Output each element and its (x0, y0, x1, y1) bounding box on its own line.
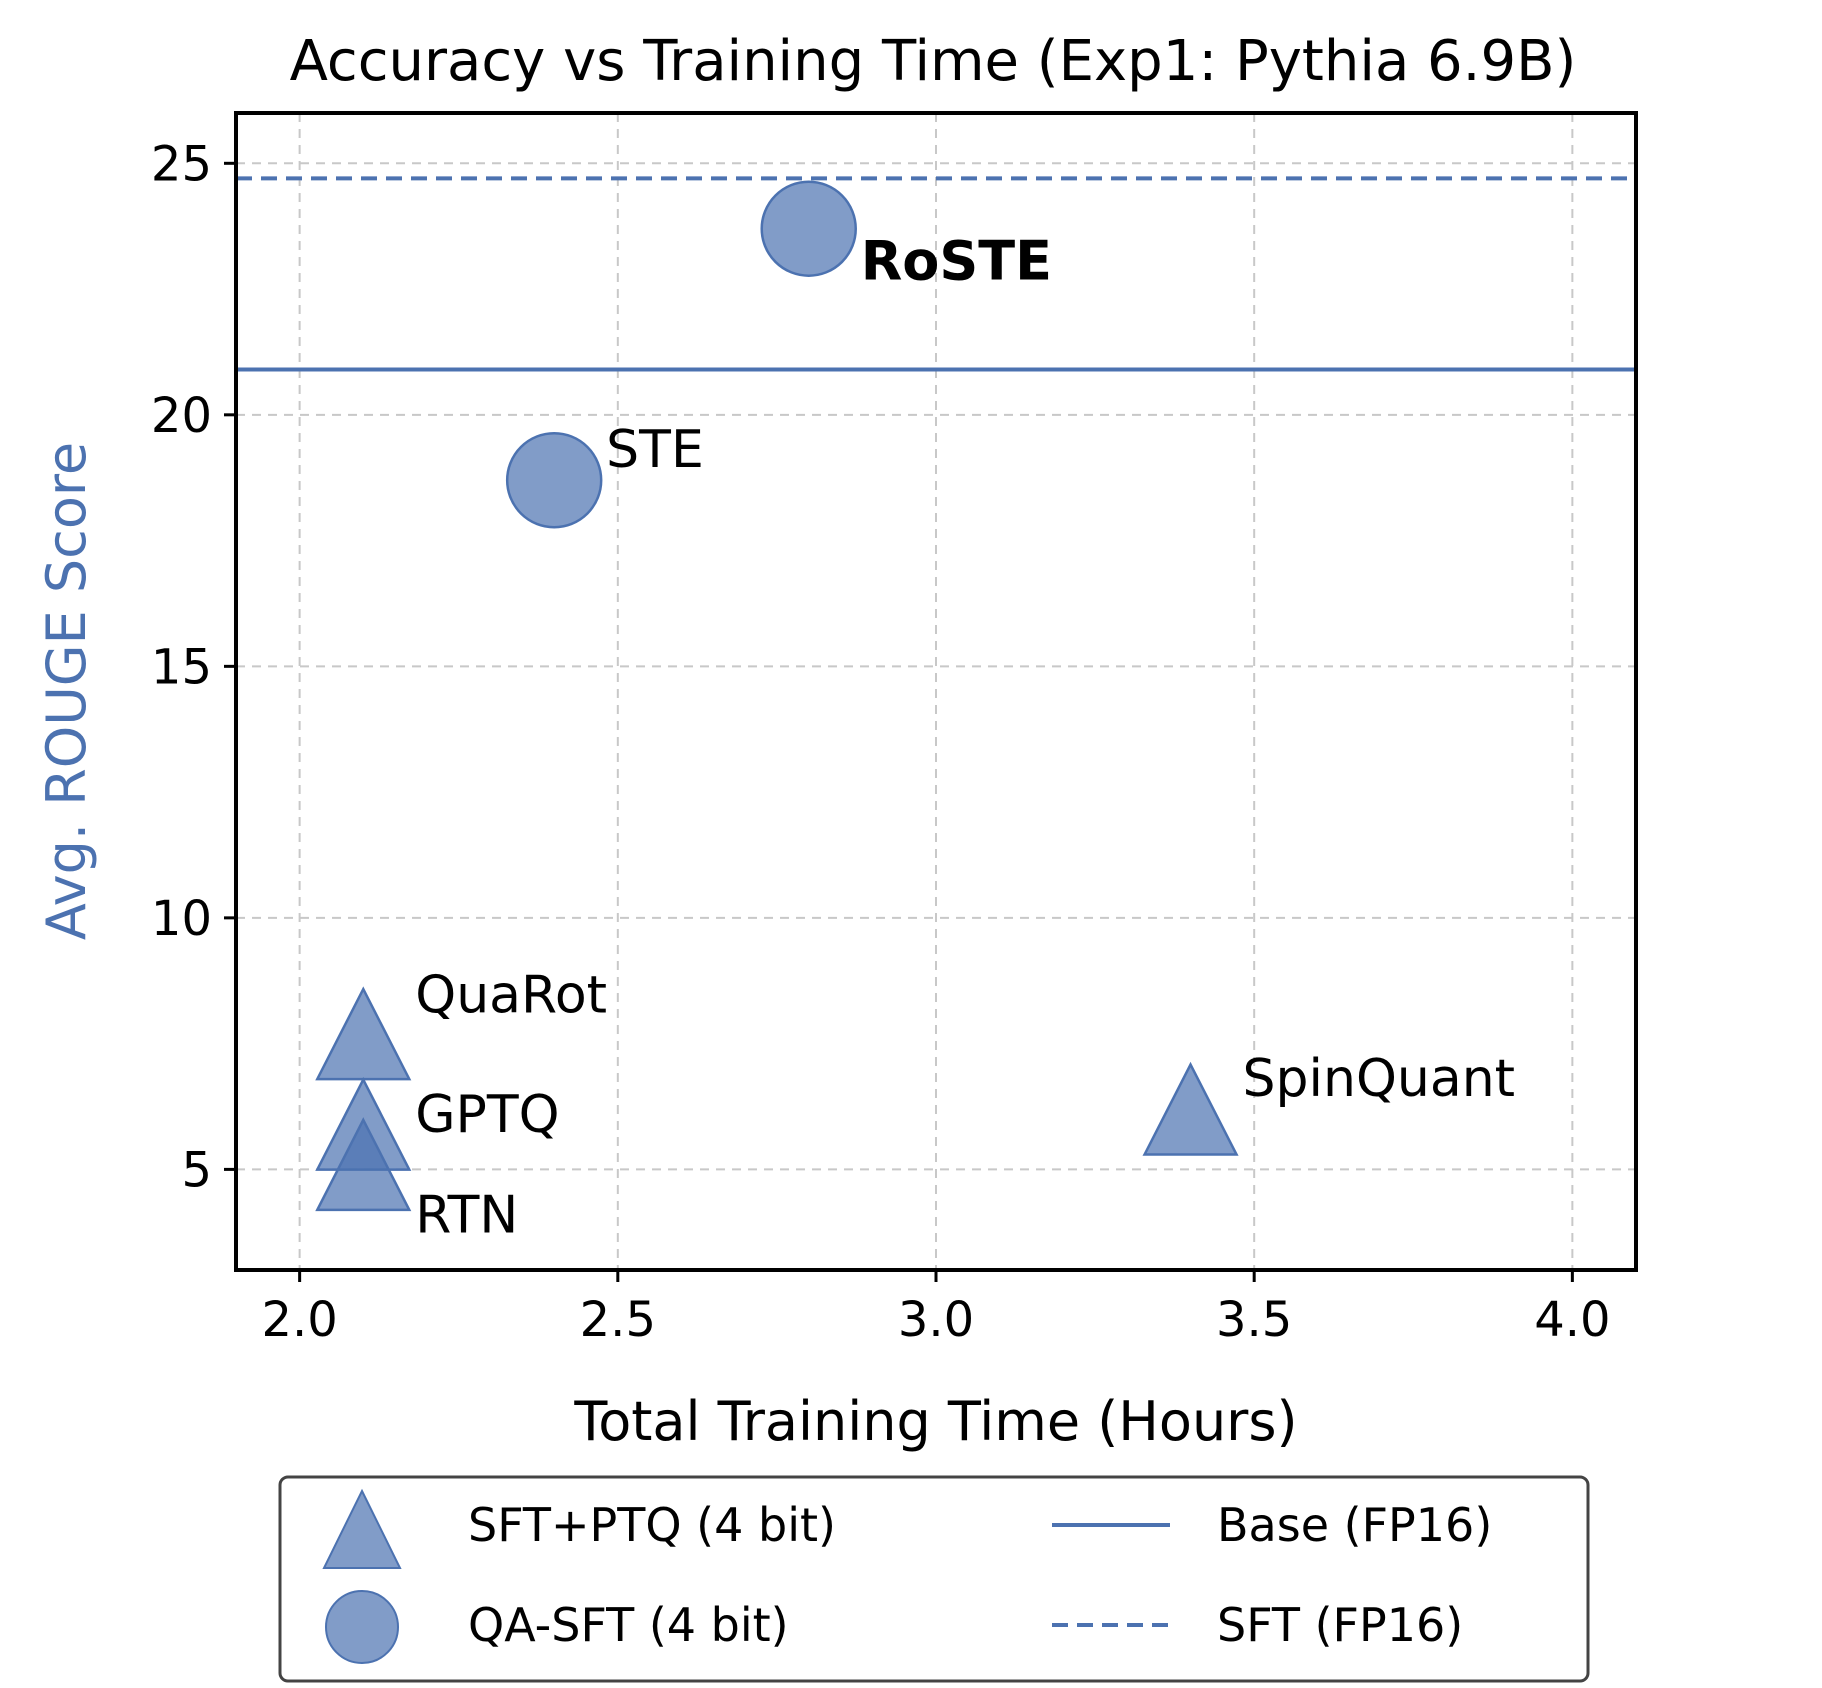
point-label-spinquant: SpinQuant (1243, 1049, 1516, 1109)
y-tick-label: 20 (151, 388, 212, 444)
data-points: RoSTE STE QuaRot GPTQ RTN SpinQuant (315, 180, 1516, 1245)
y-tick-label: 25 (151, 136, 212, 192)
y-axis-label: Avg. ROUGE Score (35, 442, 98, 940)
point-quarot (315, 986, 412, 1081)
legend-box (278, 1475, 1590, 1683)
y-tick-label: 10 (151, 891, 212, 947)
point-spinquant (1142, 1061, 1239, 1156)
point-roste (760, 180, 857, 277)
x-axis-label: Total Training Time (Hours) (573, 1390, 1297, 1453)
grid-layer (236, 113, 1636, 1270)
point-label-quarot: QuaRot (415, 966, 607, 1026)
x-tick-label: 2.5 (580, 1292, 656, 1348)
point-label-gptq: GPTQ (415, 1085, 559, 1145)
x-tick-label: 2.0 (261, 1292, 337, 1348)
legend-marker-circle-icon (325, 1590, 399, 1664)
axis-ticks: 2.0 2.5 3.0 3.5 4.0 5 10 15 20 25 (151, 136, 1611, 1348)
x-tick-label: 4.0 (1534, 1292, 1610, 1348)
point-ste (505, 431, 603, 529)
reference-lines (236, 176, 1636, 372)
y-tick-label: 15 (151, 639, 212, 695)
legend: SFT+PTQ (4 bit) QA-SFT (4 bit) Base (FP1… (278, 1475, 1590, 1683)
chart-title: Accuracy vs Training Time (Exp1: Pythia … (290, 29, 1577, 94)
y-tick-label: 5 (181, 1142, 212, 1198)
legend-marker-triangle-icon (322, 1488, 402, 1569)
point-label-rtn: RTN (415, 1185, 518, 1245)
point-label-roste: RoSTE (861, 230, 1052, 293)
legend-label-qa-sft: QA-SFT (4 bit) (468, 1598, 789, 1652)
point-rtn (315, 1117, 412, 1212)
legend-label-sft-ptq: SFT+PTQ (4 bit) (468, 1498, 836, 1552)
x-tick-label: 3.5 (1216, 1292, 1292, 1348)
legend-label-sft: SFT (FP16) (1217, 1598, 1463, 1652)
x-tick-label: 3.0 (898, 1292, 974, 1348)
legend-label-base: Base (FP16) (1217, 1498, 1492, 1552)
point-label-ste: STE (606, 420, 704, 480)
